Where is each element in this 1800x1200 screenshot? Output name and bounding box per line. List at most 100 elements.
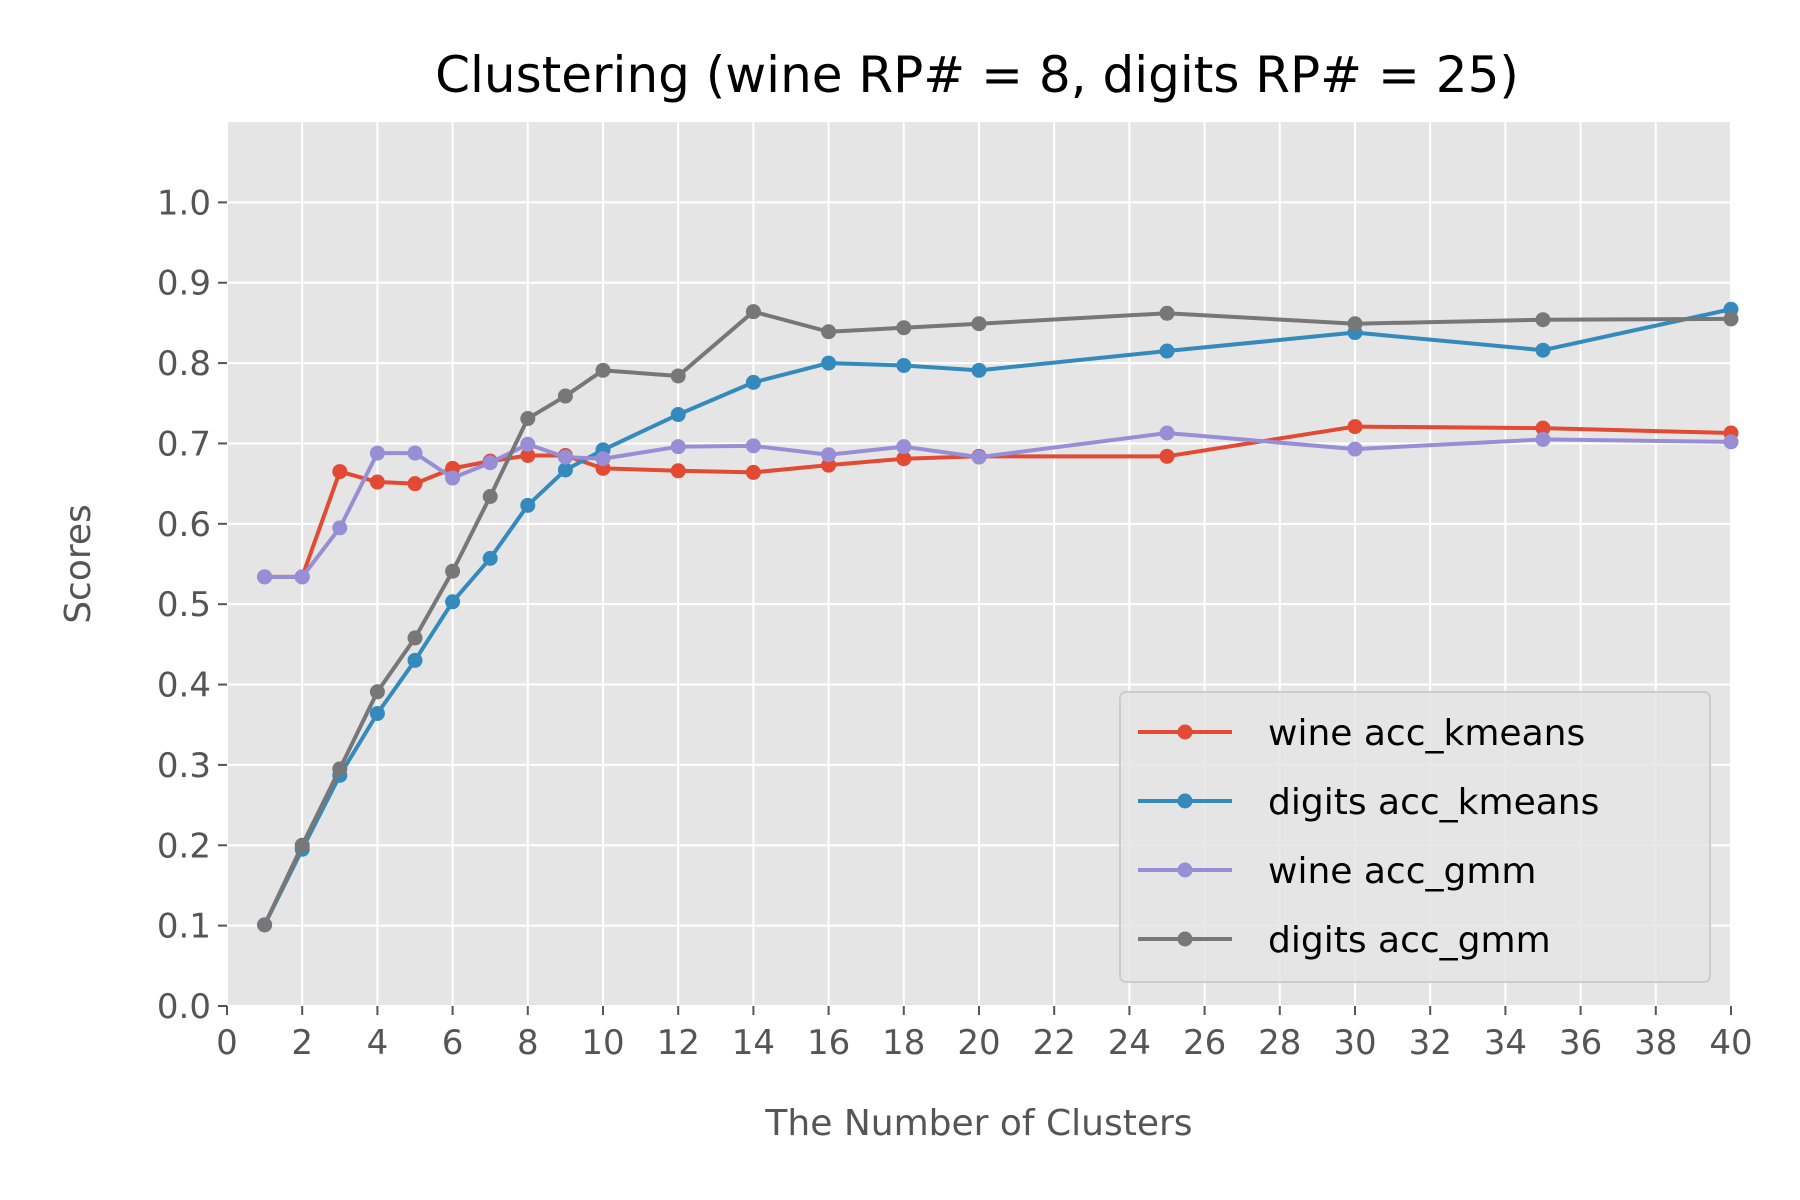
x-tick-label: 38 xyxy=(1634,1023,1677,1063)
series-digits-acc_kmeans xyxy=(257,301,1739,933)
y-tick-label: 0.9 xyxy=(157,264,211,304)
chart-title: Clustering (wine RP# = 8, digits RP# = 2… xyxy=(435,46,1519,104)
data-point xyxy=(557,462,573,478)
data-point xyxy=(745,438,761,454)
data-point xyxy=(896,320,912,336)
x-tick-label: 14 xyxy=(732,1023,775,1063)
y-tick-label: 0.3 xyxy=(157,746,211,786)
data-point xyxy=(896,439,912,455)
x-tick-label: 40 xyxy=(1709,1023,1752,1063)
x-tick-label: 22 xyxy=(1033,1023,1076,1063)
y-tick-label: 0.2 xyxy=(157,826,211,866)
data-point xyxy=(745,304,761,320)
axes: 0 2 4 6 8 10 12 14 16 18 20 22 24 26 28 30 32 34 36 38 400.0… xyxy=(157,183,1753,1063)
data-point xyxy=(369,445,385,461)
data-point xyxy=(332,464,348,480)
x-tick-label: 36 xyxy=(1559,1023,1602,1063)
data-point xyxy=(1535,312,1551,328)
data-point xyxy=(1535,420,1551,436)
data-point xyxy=(520,497,536,513)
legend-label: digits acc_gmm xyxy=(1268,920,1551,961)
data-point xyxy=(745,374,761,390)
x-tick-label: 2 xyxy=(291,1023,313,1063)
x-tick-label: 12 xyxy=(657,1023,700,1063)
legend-item: wine acc_gmm xyxy=(1138,851,1537,892)
y-tick-label: 0.8 xyxy=(157,344,211,384)
legend-item: digits acc_kmeans xyxy=(1138,782,1599,823)
data-point xyxy=(407,476,423,492)
y-tick-label: 0.6 xyxy=(157,505,211,545)
data-point xyxy=(407,630,423,646)
data-point xyxy=(971,362,987,378)
data-point xyxy=(257,569,273,585)
legend-swatch-marker xyxy=(1177,724,1193,740)
data-point xyxy=(520,436,536,452)
data-point xyxy=(1535,342,1551,358)
x-tick-label: 28 xyxy=(1258,1023,1301,1063)
legend-swatch-marker xyxy=(1177,862,1193,878)
data-point xyxy=(294,837,310,853)
data-point xyxy=(670,368,686,384)
data-point xyxy=(595,451,611,467)
data-point xyxy=(670,407,686,423)
data-point xyxy=(257,917,273,933)
data-point xyxy=(670,439,686,455)
data-point xyxy=(332,520,348,536)
legend-swatch-marker xyxy=(1177,793,1193,809)
series-digits-acc_gmm xyxy=(257,304,1739,933)
y-tick-label: 0.5 xyxy=(157,585,211,625)
x-tick-label: 26 xyxy=(1183,1023,1226,1063)
data-point xyxy=(482,455,498,471)
legend-label: wine acc_gmm xyxy=(1268,851,1537,892)
data-point xyxy=(821,324,837,340)
legend-item: wine acc_kmeans xyxy=(1138,713,1585,754)
legend-item: digits acc_gmm xyxy=(1138,920,1551,961)
data-point xyxy=(445,563,461,579)
x-tick-label: 34 xyxy=(1484,1023,1527,1063)
data-point xyxy=(1723,434,1739,450)
data-point xyxy=(369,474,385,490)
data-point xyxy=(332,761,348,777)
x-tick-label: 16 xyxy=(807,1023,850,1063)
data-point xyxy=(896,451,912,467)
x-tick-label: 24 xyxy=(1108,1023,1151,1063)
data-point xyxy=(1347,316,1363,332)
series-wine-acc_gmm xyxy=(257,425,1739,585)
x-tick-label: 32 xyxy=(1409,1023,1452,1063)
data-point xyxy=(821,447,837,463)
data-point xyxy=(595,362,611,378)
data-point xyxy=(369,705,385,721)
data-point xyxy=(1723,311,1739,327)
data-point xyxy=(1535,431,1551,447)
x-axis-label: The Number of Clusters xyxy=(764,1103,1192,1144)
data-point xyxy=(821,355,837,371)
x-tick-label: 4 xyxy=(367,1023,389,1063)
data-point xyxy=(482,550,498,566)
data-point xyxy=(821,457,837,473)
data-point xyxy=(557,388,573,404)
data-point xyxy=(1159,343,1175,359)
x-tick-label: 0 xyxy=(216,1023,238,1063)
y-tick-label: 0.7 xyxy=(157,424,211,464)
data-point xyxy=(971,316,987,332)
data-point xyxy=(294,569,310,585)
data-point xyxy=(896,358,912,374)
data-point xyxy=(1159,425,1175,441)
data-point xyxy=(1347,441,1363,457)
data-point xyxy=(520,411,536,427)
y-tick-label: 1.0 xyxy=(157,183,211,223)
legend-box xyxy=(1119,691,1711,983)
data-point xyxy=(407,652,423,668)
legend-label: wine acc_kmeans xyxy=(1268,713,1585,754)
data-point xyxy=(407,445,423,461)
x-tick-label: 20 xyxy=(957,1023,1000,1063)
legend-swatch-marker xyxy=(1177,931,1193,947)
y-axis-label: Scores xyxy=(58,504,99,624)
data-point xyxy=(971,449,987,465)
y-tick-label: 0.1 xyxy=(157,907,211,947)
legend-label: digits acc_kmeans xyxy=(1268,782,1599,823)
x-tick-label: 8 xyxy=(517,1023,539,1063)
x-tick-label: 10 xyxy=(581,1023,624,1063)
